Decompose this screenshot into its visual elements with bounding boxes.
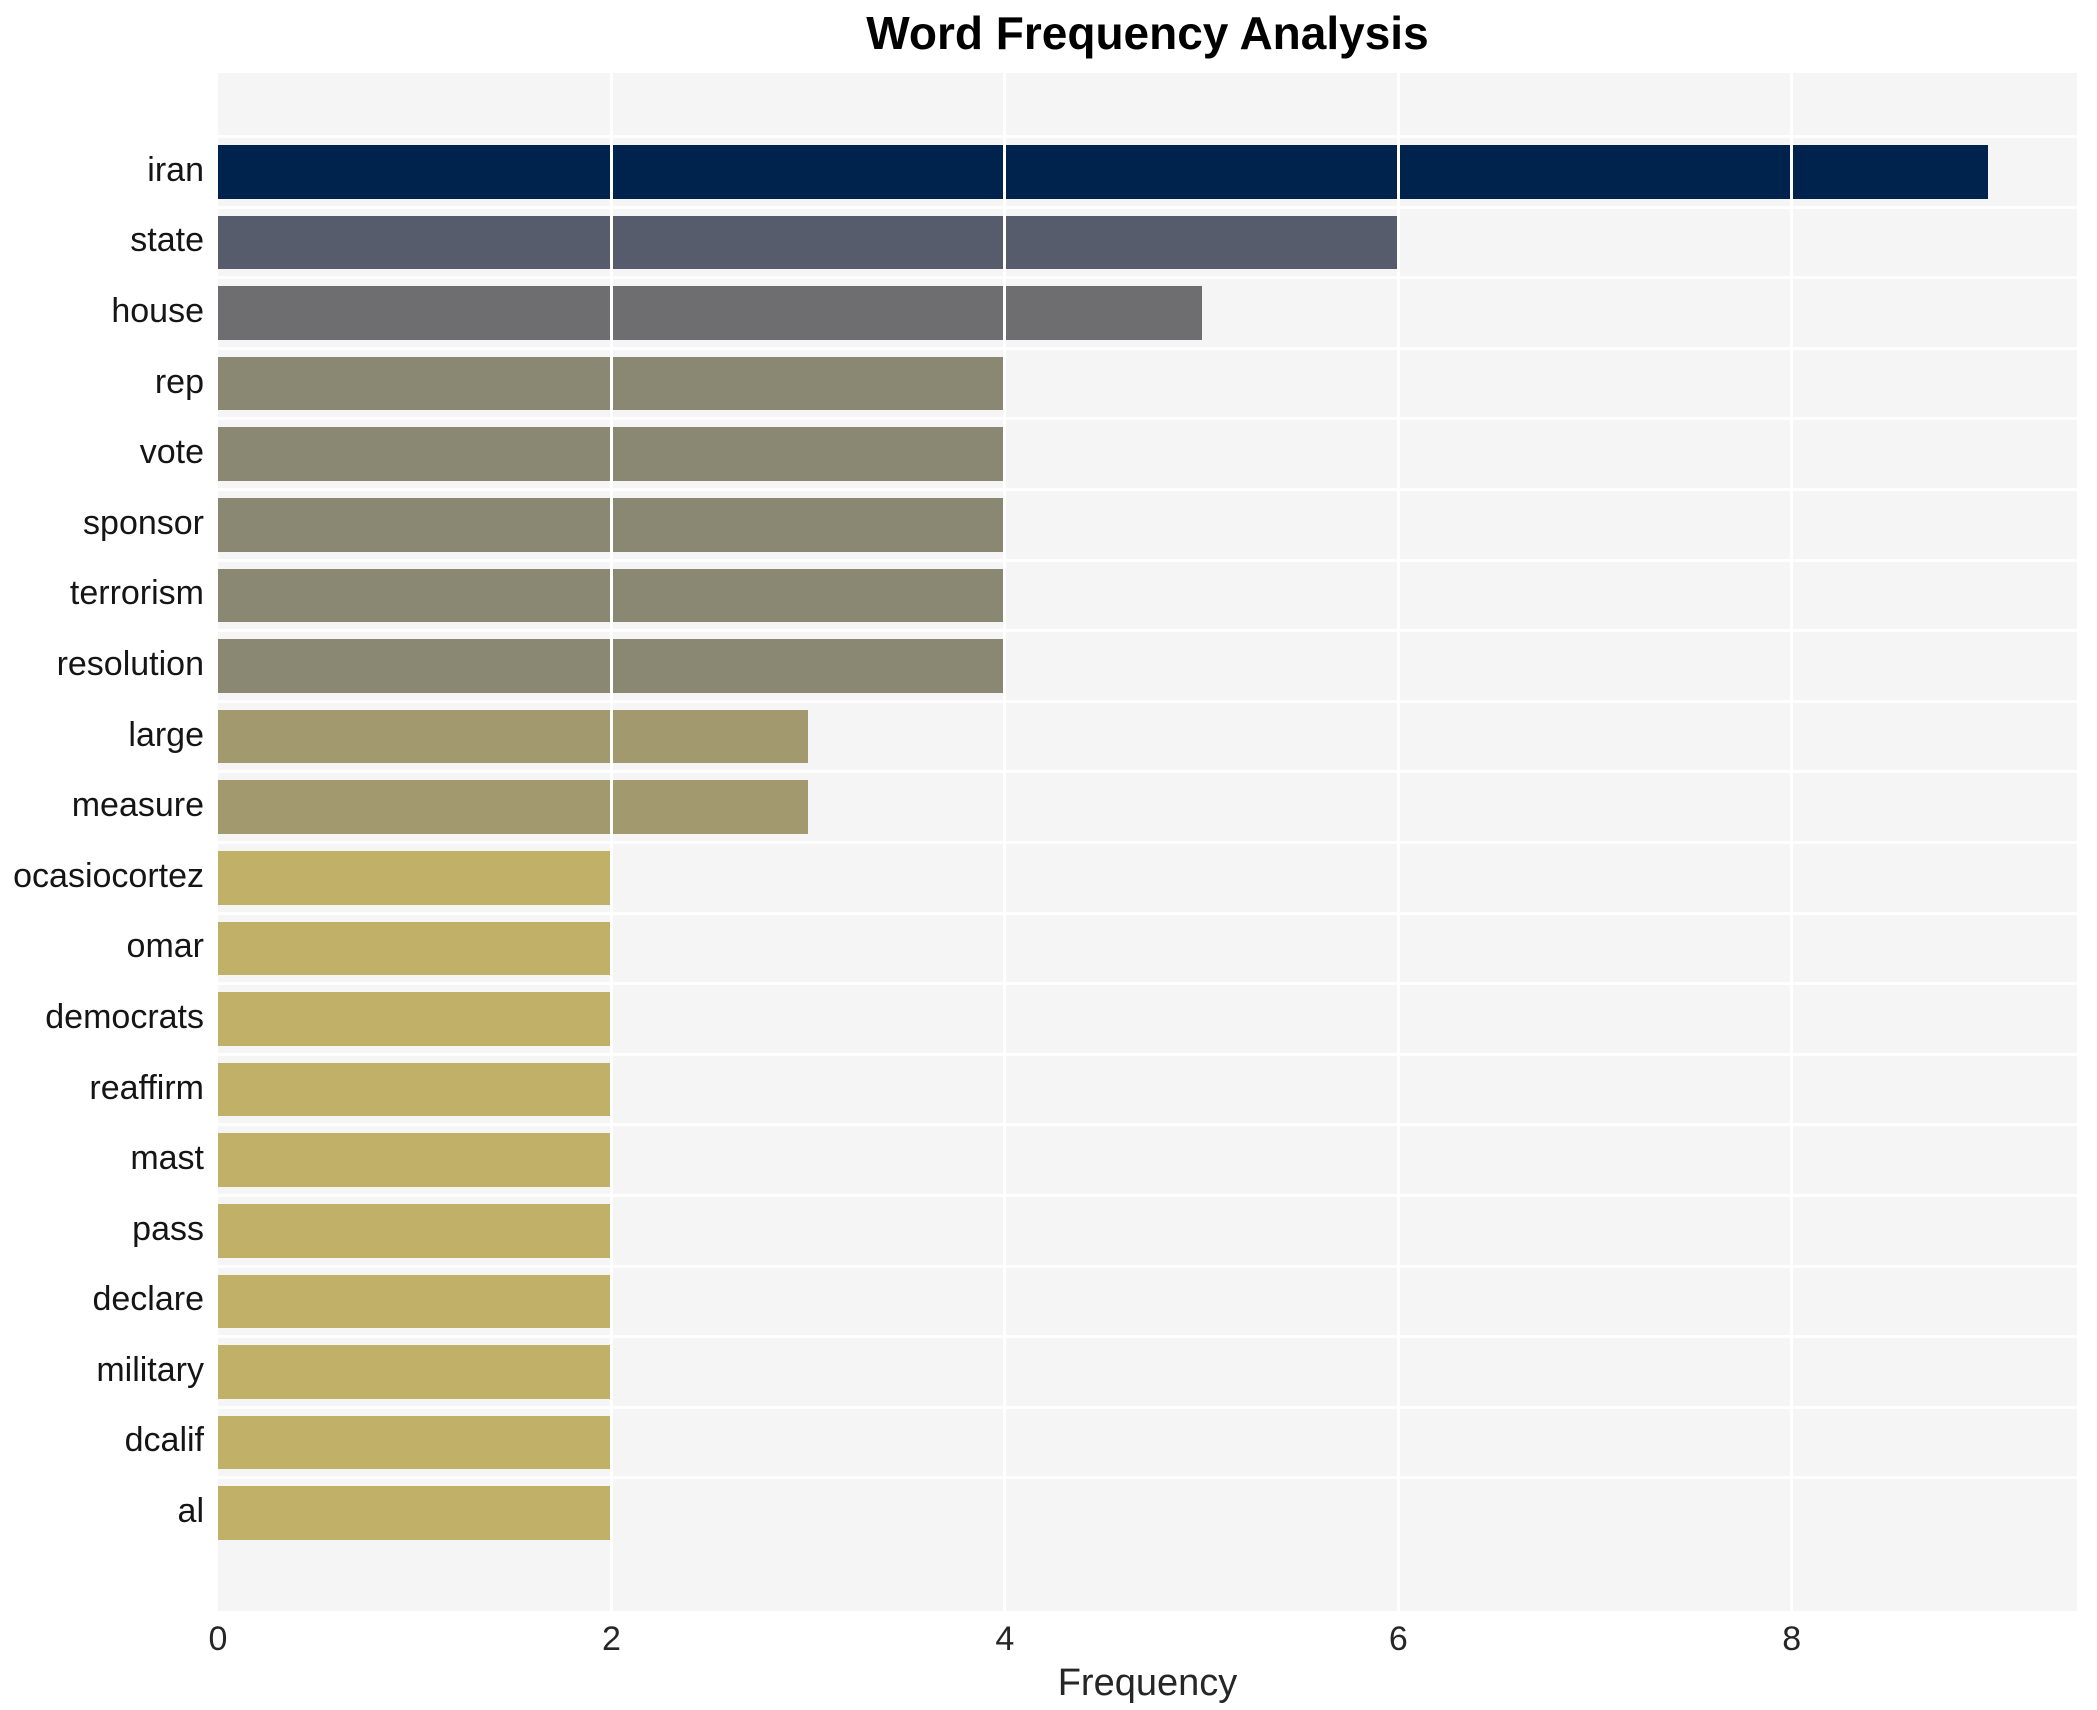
y-axis-label-large: large <box>128 715 204 754</box>
y-axis-label-democrats: democrats <box>45 997 204 1036</box>
y-axis-label-ocasiocortez: ocasiocortez <box>13 856 204 895</box>
bar-ocasiocortez <box>218 850 612 905</box>
bar-democrats <box>218 992 612 1046</box>
x-tick-2: 2 <box>601 1620 621 1658</box>
bar-row <box>218 911 2077 983</box>
y-axis-label-resolution: resolution <box>56 644 204 683</box>
y-axis-label-mast: mast <box>130 1139 204 1178</box>
bar-row <box>218 346 2077 418</box>
bar-large <box>218 709 809 764</box>
y-axis-label-military: military <box>96 1350 204 1389</box>
y-axis-label-omar: omar <box>126 927 204 966</box>
y-axis-label-declare: declare <box>92 1280 204 1319</box>
y-axis-label-reaffirm: reaffirm <box>89 1068 204 1107</box>
y-axis-label-iran: iran <box>147 150 204 189</box>
bar-row <box>218 1264 2077 1336</box>
bar-row <box>218 1193 2077 1265</box>
bar-row <box>218 1123 2077 1194</box>
gridline-x-4 <box>1003 73 1007 1611</box>
y-axis-labels: iran state house rep vote sponsor terrorism res… <box>0 73 204 1611</box>
bar-row <box>218 1335 2077 1406</box>
bar-row <box>218 699 2077 771</box>
gridline-x-6 <box>1396 73 1400 1611</box>
bar-mast <box>218 1133 612 1187</box>
bar-row <box>218 840 2077 912</box>
gridline-x-8 <box>1790 73 1794 1611</box>
bar-row <box>218 487 2077 559</box>
x-tick-6: 6 <box>1388 1620 1408 1658</box>
bar-row <box>218 1052 2077 1124</box>
bar-row <box>218 276 2077 347</box>
plot-area <box>218 73 2077 1611</box>
bar-row <box>218 558 2077 630</box>
bar-row <box>218 1476 2077 1547</box>
bar-row <box>218 1405 2077 1477</box>
x-tick-0: 0 <box>208 1620 228 1658</box>
y-axis-label-vote: vote <box>139 433 204 472</box>
bar-row <box>218 982 2077 1053</box>
bar-reaffirm <box>218 1062 612 1117</box>
bar-row <box>218 770 2077 841</box>
bar-measure <box>218 780 809 834</box>
bar-military <box>218 1345 612 1399</box>
bar-al <box>218 1486 612 1540</box>
y-axis-label-sponsor: sponsor <box>83 503 204 542</box>
y-axis-label-al: al <box>177 1492 204 1531</box>
bar-row <box>218 629 2077 700</box>
y-axis-label-dcalif: dcalif <box>124 1421 204 1460</box>
x-tick-8: 8 <box>1782 1620 1802 1658</box>
x-tick-4: 4 <box>995 1620 1015 1658</box>
bar-pass <box>218 1203 612 1258</box>
gridline-x-2 <box>609 73 613 1611</box>
bar-row <box>218 135 2077 206</box>
bar-omar <box>218 921 612 976</box>
y-axis-label-house: house <box>111 291 204 330</box>
bar-house <box>218 286 1202 340</box>
x-axis-label: Frequency <box>1057 1662 1238 1704</box>
chart-title: Word Frequency Analysis <box>866 7 1429 59</box>
y-axis-label-pass: pass <box>132 1209 204 1248</box>
bar-row <box>218 417 2077 488</box>
y-axis-label-rep: rep <box>154 362 204 401</box>
y-axis-label-terrorism: terrorism <box>69 574 204 613</box>
bar-declare <box>218 1274 612 1329</box>
y-axis-label-measure: measure <box>71 786 204 825</box>
bar-iran <box>218 145 1989 199</box>
x-axis-ticks: 0 2 4 6 8 <box>209 1620 2077 1666</box>
bar-row <box>218 205 2077 277</box>
y-axis-label-state: state <box>130 221 204 260</box>
bar-dcalif <box>218 1415 612 1470</box>
bar-rows <box>218 73 2077 1611</box>
bar-state <box>218 215 1399 270</box>
